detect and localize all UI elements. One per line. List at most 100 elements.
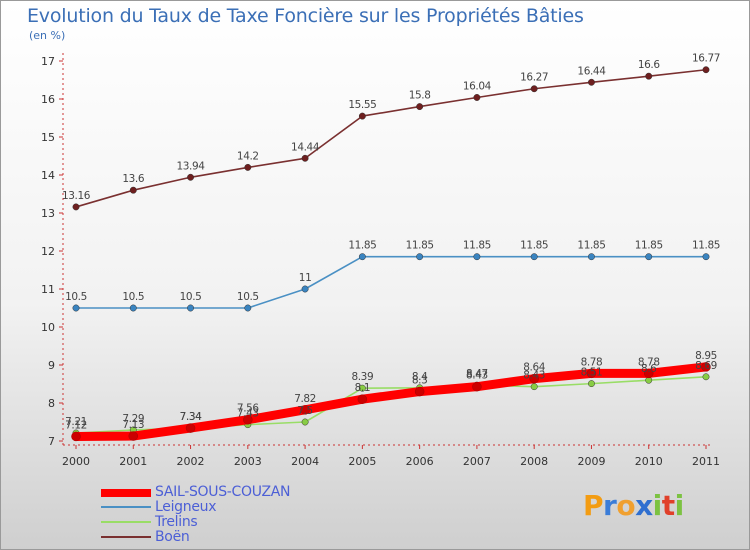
- x-tick-label: 2006: [406, 455, 434, 468]
- data-label: 7.34: [180, 411, 202, 423]
- logo-letter: i: [652, 489, 663, 522]
- logo-letter: t: [661, 489, 675, 522]
- y-tick-label: 11: [41, 283, 55, 296]
- data-label: 13.6: [122, 173, 144, 185]
- x-tick-label: 2009: [577, 455, 605, 468]
- data-point: [244, 304, 252, 312]
- data-point: [588, 253, 595, 261]
- data-point: [588, 380, 595, 388]
- data-label: 7.56: [237, 403, 259, 415]
- data-point: [129, 304, 137, 312]
- data-label: 7.13: [122, 419, 144, 431]
- data-point: [530, 253, 538, 261]
- data-point: [472, 381, 482, 392]
- series-boen: [72, 66, 710, 211]
- data-label: 11.85: [635, 240, 663, 252]
- data-point: [588, 78, 595, 86]
- data-label: 7.29: [122, 413, 144, 425]
- data-label: 7.21: [65, 416, 87, 428]
- data-label: 13.16: [62, 190, 91, 202]
- data-label: 11.85: [406, 240, 434, 252]
- proxiti-logo: Proxiti: [583, 489, 684, 522]
- data-label: 11.85: [692, 240, 720, 252]
- logo-letter: x: [635, 489, 653, 522]
- logo-letter: o: [616, 489, 636, 522]
- y-tick-label: 15: [41, 131, 55, 144]
- data-point: [301, 285, 309, 293]
- data-label: 11.85: [520, 240, 548, 252]
- data-point: [185, 423, 196, 433]
- y-tick-label: 13: [41, 207, 55, 220]
- y-tick-label: 9: [48, 359, 55, 372]
- x-tick-label: 2002: [177, 455, 205, 468]
- legend-label: Boën: [155, 529, 190, 545]
- data-label: 7.5: [297, 405, 313, 417]
- legend-label: SAIL-SOUS-COUZAN: [155, 484, 291, 500]
- data-point: [529, 373, 539, 384]
- data-label: 14.44: [291, 141, 320, 153]
- data-label: 13.94: [177, 160, 206, 172]
- data-label: 8.64: [523, 362, 545, 374]
- data-point: [414, 386, 425, 397]
- data-label: 8.43: [466, 370, 488, 382]
- data-label: 10.5: [122, 291, 144, 303]
- data-point: [187, 173, 194, 181]
- data-label: 8.47: [466, 368, 488, 380]
- x-tick-label: 2007: [463, 455, 491, 468]
- data-label: 10.5: [180, 291, 202, 303]
- series-line: [71, 362, 711, 441]
- series-leigneux: [72, 253, 710, 312]
- data-point: [473, 94, 481, 101]
- data-point: [72, 304, 80, 312]
- data-label: 16.44: [577, 65, 606, 77]
- legend-label: Trelins: [155, 514, 198, 530]
- data-point: [129, 186, 137, 194]
- data-label: 8.51: [581, 367, 603, 379]
- data-point: [72, 203, 80, 211]
- data-point: [645, 253, 653, 261]
- data-point: [702, 373, 710, 381]
- data-point: [530, 383, 538, 391]
- data-point: [645, 72, 653, 80]
- data-point: [71, 431, 81, 442]
- series-layer: [71, 66, 711, 442]
- y-tick-label: 14: [41, 169, 55, 182]
- data-label: 16.04: [463, 80, 492, 92]
- data-label: 16.77: [692, 53, 720, 65]
- legend-swatch: [101, 489, 151, 497]
- legend-label: Leigneux: [155, 499, 217, 515]
- x-tick-label: 2010: [635, 455, 663, 468]
- data-label: 16.27: [520, 72, 548, 84]
- x-tick-label: 2005: [348, 455, 376, 468]
- data-label: 15.8: [409, 90, 431, 102]
- data-label: 10.5: [65, 291, 87, 303]
- data-label: 11.85: [348, 240, 376, 252]
- data-label: 8.95: [695, 350, 717, 362]
- logo-letter: r: [603, 489, 617, 522]
- chart-title: Evolution du Taux de Taxe Foncière sur l…: [27, 5, 584, 27]
- data-label: 8.1: [355, 382, 371, 394]
- data-point: [416, 103, 424, 111]
- data-point: [187, 304, 194, 312]
- x-tick-label: 2004: [291, 455, 319, 468]
- data-label: 11.85: [577, 240, 605, 252]
- data-point: [301, 418, 309, 426]
- data-label: 8.4: [412, 371, 428, 383]
- data-point: [643, 368, 654, 379]
- data-label: 14.2: [237, 150, 259, 162]
- data-point: [530, 85, 538, 93]
- data-point: [244, 163, 252, 171]
- data-label: 7.43: [237, 408, 259, 420]
- data-point: [358, 384, 366, 392]
- y-tick-label: 7: [48, 435, 55, 448]
- axes: 7 8 9 10 11 12 13 14 15 16 17 2000 2001 2002 2003 2004 2…: [41, 53, 720, 468]
- data-label: 7.34: [180, 411, 202, 423]
- x-tick-label: 2003: [234, 455, 262, 468]
- data-point: [301, 154, 309, 162]
- series-line: [75, 255, 707, 309]
- data-label: 8.78: [638, 356, 660, 368]
- data-label: 8.43: [523, 370, 545, 382]
- data-point: [358, 253, 366, 261]
